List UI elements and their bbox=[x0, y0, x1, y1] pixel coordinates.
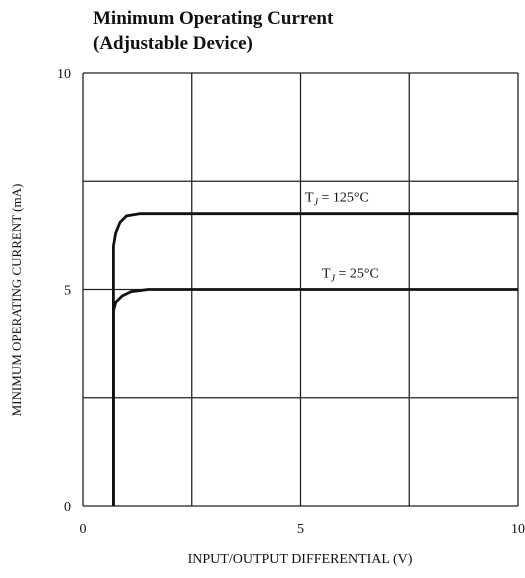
y-tick-label: 5 bbox=[64, 284, 71, 299]
x-axis-label: INPUT/OUTPUT DIFFERENTIAL (V) bbox=[187, 552, 413, 567]
x-tick-label: 10 bbox=[511, 522, 525, 537]
chart-title: Minimum Operating Current (Adjustable De… bbox=[93, 6, 333, 56]
series-line-2 bbox=[112, 288, 518, 506]
series-label-2: TJ = 25°C bbox=[322, 267, 379, 285]
x-tick-label: 0 bbox=[80, 522, 87, 537]
title-line-2: (Adjustable Device) bbox=[93, 33, 253, 54]
series-label-1: TJ = 125°C bbox=[305, 191, 369, 209]
series-line-1 bbox=[112, 212, 518, 506]
x-tick-label: 5 bbox=[297, 522, 304, 537]
y-tick-label: 0 bbox=[64, 500, 71, 515]
title-line-1: Minimum Operating Current bbox=[93, 8, 334, 29]
y-tick-label: 10 bbox=[57, 67, 71, 82]
